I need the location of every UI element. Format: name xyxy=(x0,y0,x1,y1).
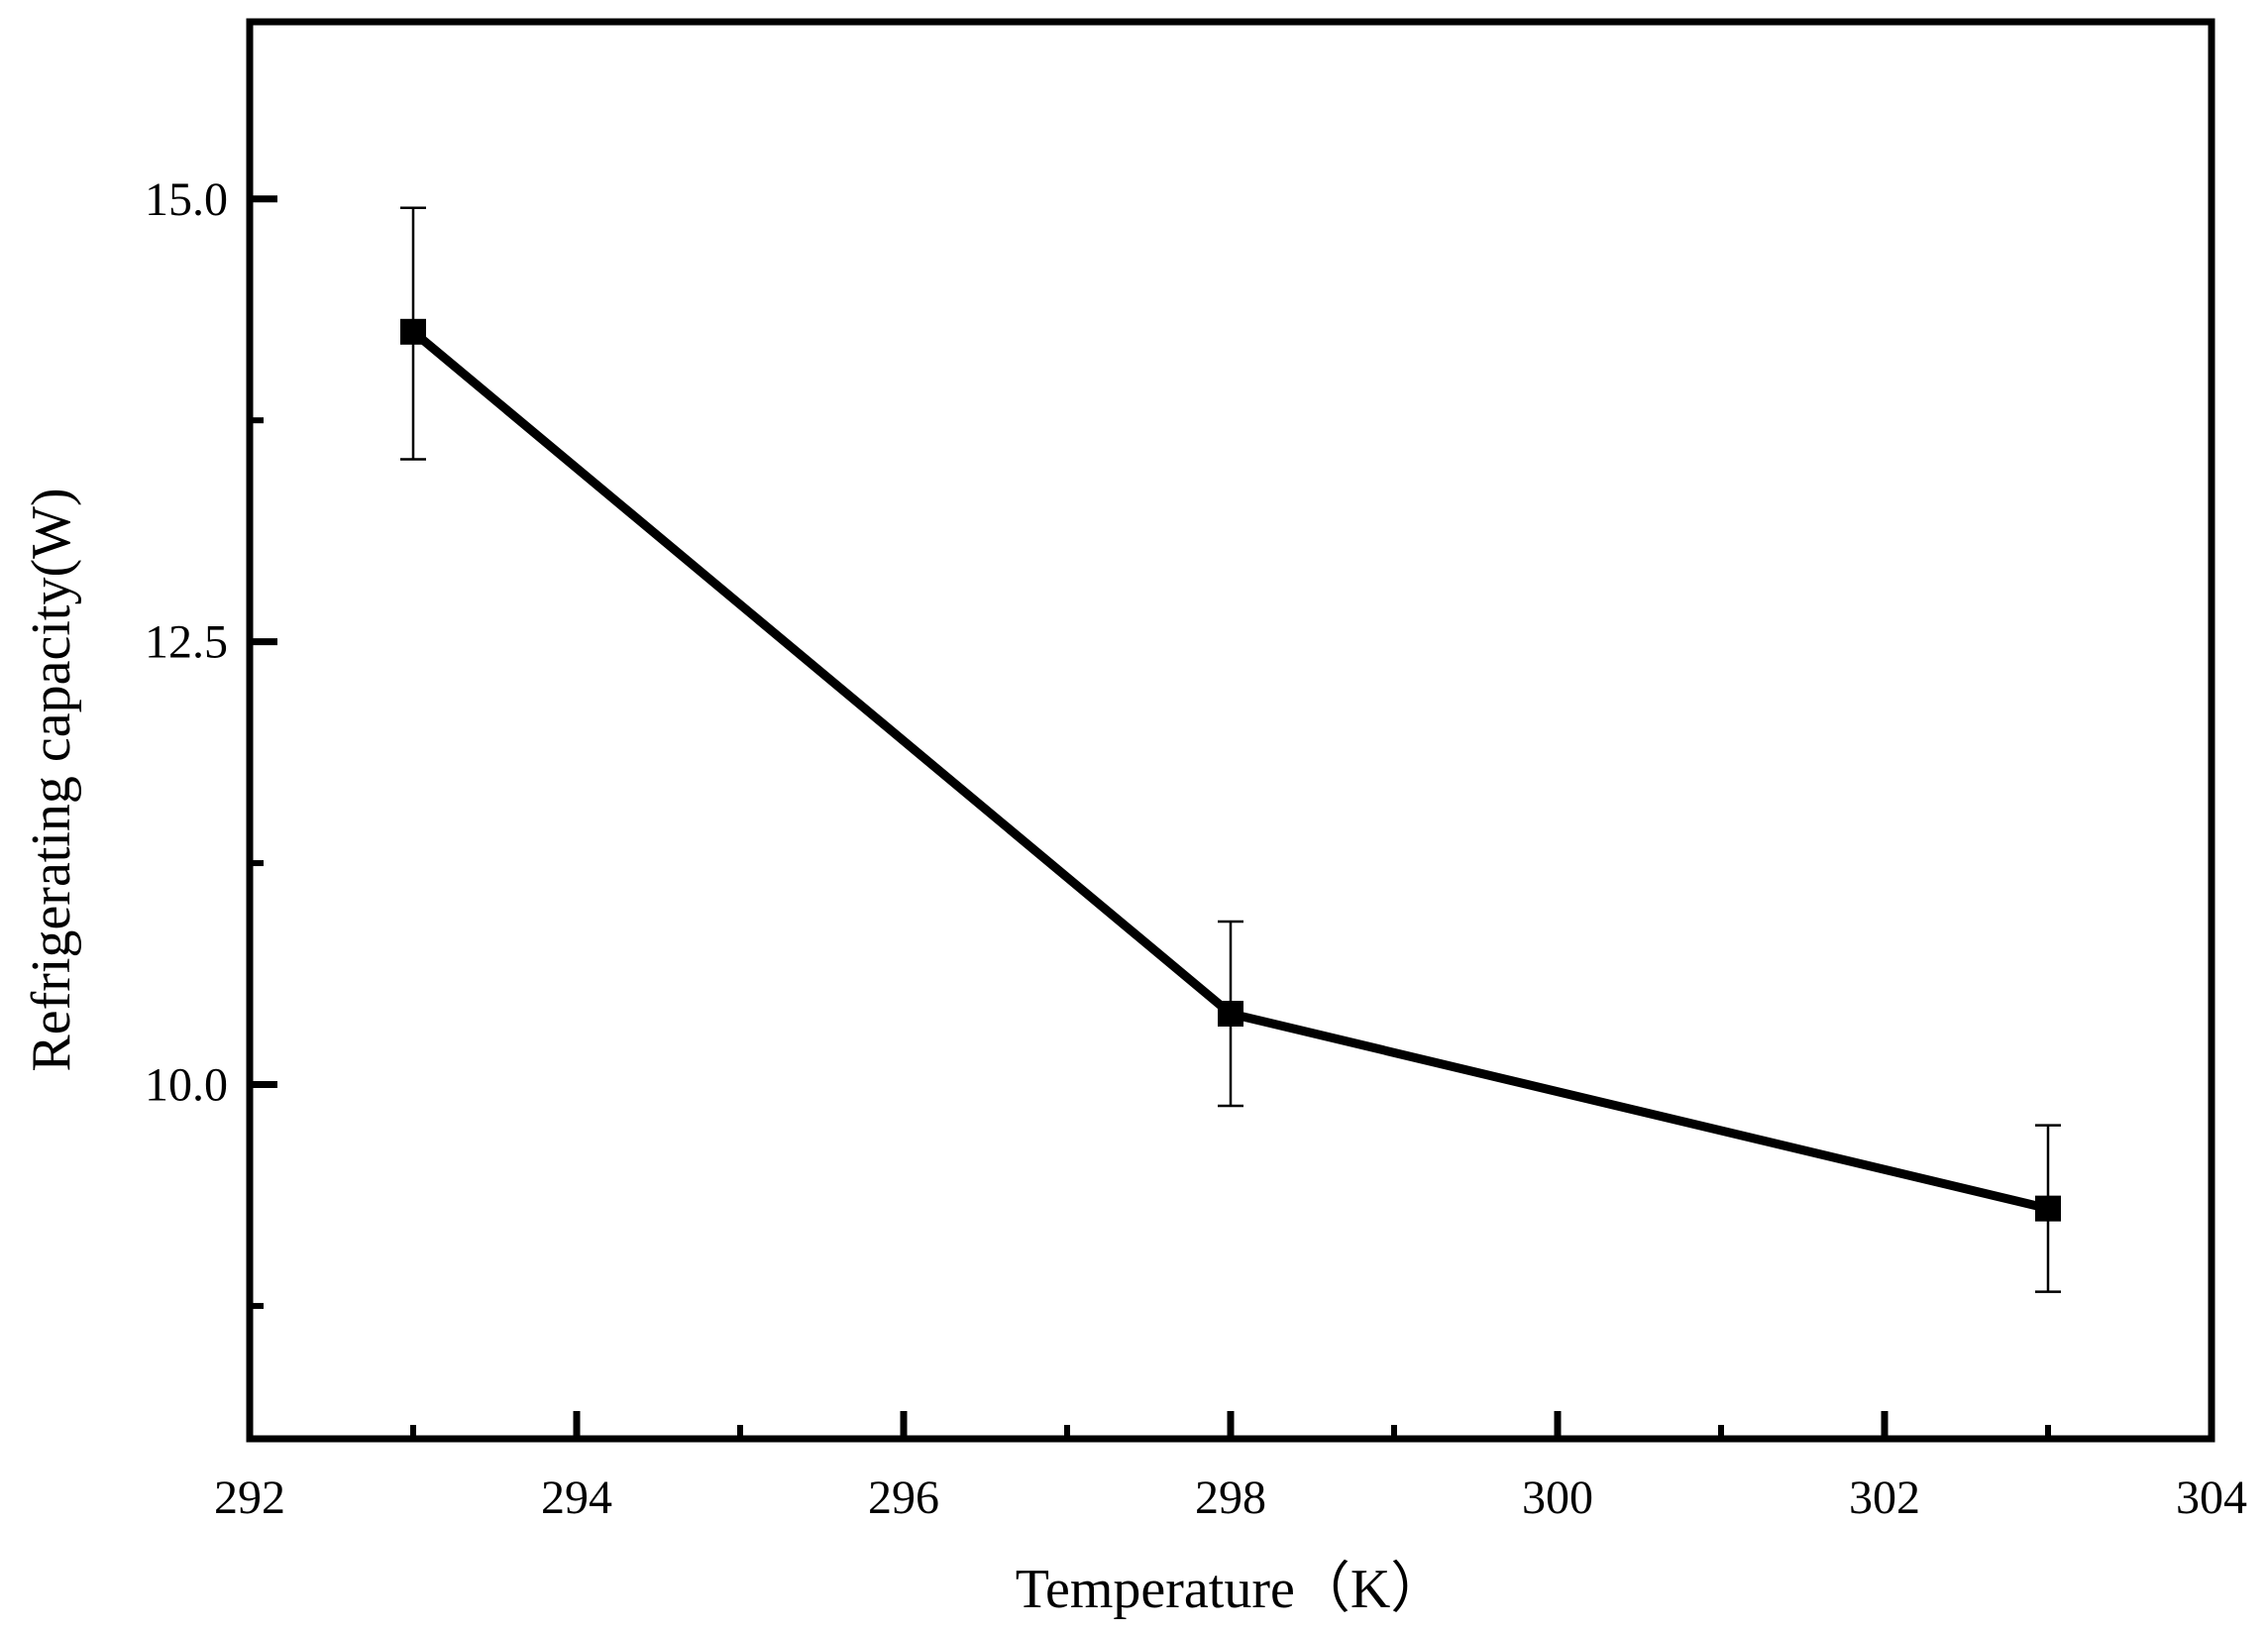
y-tick-label: 12.5 xyxy=(145,616,228,669)
y-axis-title: Refrigerating capacity(W) xyxy=(21,488,82,1071)
x-tick-label: 292 xyxy=(214,1471,285,1524)
x-axis: 292 294 296 298 300 302 304 xyxy=(214,1411,2247,1524)
series-layer xyxy=(400,206,2061,1293)
x-tick-label: 298 xyxy=(1195,1471,1266,1524)
x-tick-label: 296 xyxy=(868,1471,939,1524)
y-tick-label: 10.0 xyxy=(145,1059,228,1112)
y-tick-label: 15.0 xyxy=(145,173,228,226)
x-tick-label: 302 xyxy=(1849,1471,1920,1524)
y-axis: 10.0 12.5 15.0 xyxy=(145,173,277,1309)
data-point-marker xyxy=(400,318,426,345)
plot-frame xyxy=(246,18,2215,1443)
plot-border xyxy=(246,18,2215,1443)
data-point-marker xyxy=(1218,1001,1243,1027)
x-tick-label: 300 xyxy=(1522,1471,1593,1524)
x-tick-label: 304 xyxy=(2176,1471,2247,1524)
x-tick-label: 294 xyxy=(541,1471,612,1524)
x-axis-title: Temperature（K） xyxy=(1016,1559,1447,1620)
data-point-marker xyxy=(2035,1195,2061,1222)
